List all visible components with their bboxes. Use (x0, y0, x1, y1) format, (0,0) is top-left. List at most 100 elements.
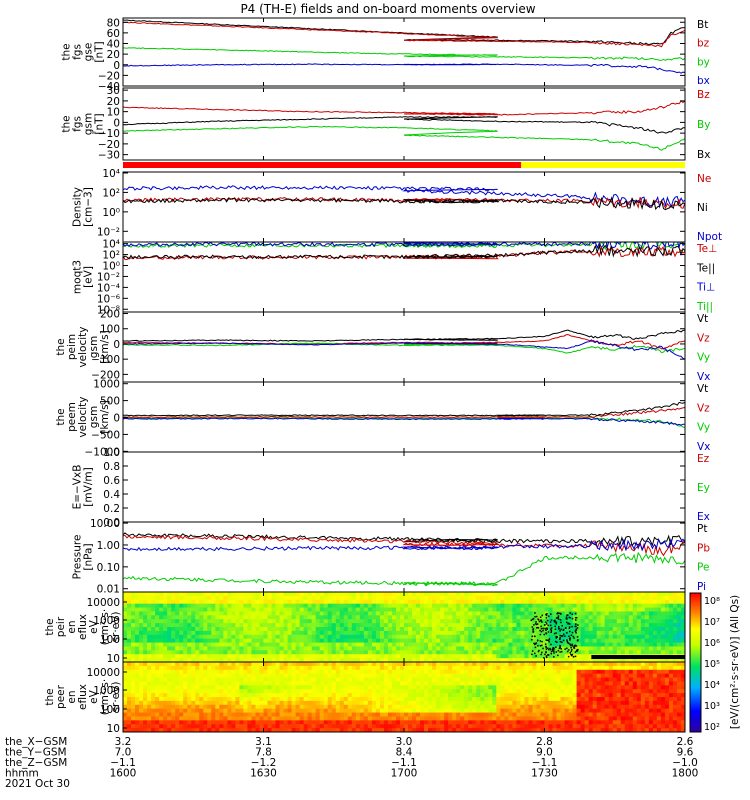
y-tick-label: −100 (91, 354, 120, 366)
spectrogram-cells (123, 662, 686, 733)
y-axis-label: sr·eV) (110, 612, 122, 643)
y-tick-label: 0.2 (103, 503, 120, 515)
legend-entry: by (697, 56, 710, 68)
y-axis-label: [km/s] (99, 330, 111, 364)
series-group (123, 185, 685, 211)
spectrogram-cells (123, 592, 686, 663)
ephemeris-value: 1700 (391, 768, 418, 780)
series-line-bx (123, 63, 685, 74)
series-line-Pe (123, 551, 685, 587)
legend-entry: bz (697, 38, 710, 50)
ephemeris-value: −1.2 (251, 757, 277, 769)
legend-entry: Ez (697, 453, 710, 465)
panel-peer-spec: the peer en eflux eV (cm²·s· sr·eV) 10000 1000 10… (44, 661, 686, 735)
y-tick-label: 0 (113, 339, 120, 351)
y-axis-label: gse (83, 43, 95, 62)
y-tick-label: 40 (107, 39, 120, 51)
y-axis-label: moqt3 (72, 260, 84, 294)
series-line-Ti⊥ (123, 242, 685, 250)
y-axis-label: the (44, 618, 56, 635)
colorbar-tick-label: 10⁸ (704, 596, 720, 607)
y-tick-label: 10⁴ (102, 239, 120, 251)
legend-entry: Vx (697, 371, 710, 383)
ephemeris-value: 7.8 (255, 747, 272, 759)
y-tick-label: 10⁻⁸ (97, 304, 120, 316)
series-line-Vt (123, 401, 685, 417)
y-tick-label: 10000 (87, 597, 120, 609)
series-line-Bz (123, 100, 685, 116)
y-tick-label: 10.00 (90, 518, 120, 530)
y-tick-label: 10⁰ (102, 261, 120, 273)
series-line-Pi (123, 537, 685, 552)
ephemeris-row-label: the_Y−GSM (5, 747, 67, 759)
y-tick-label: 100 (100, 634, 120, 646)
y-tick-label: 1.00 (97, 540, 120, 552)
legend-entry: Te|| (696, 262, 715, 274)
series-group (123, 19, 685, 74)
y-tick-label: 0.6 (103, 475, 120, 487)
series-group (123, 100, 685, 151)
colorbar-tick-label: 10⁶ (704, 638, 720, 649)
mode-bar-red (123, 162, 522, 168)
legend-entry: Vx (697, 441, 710, 453)
y-tick-label: 10 (107, 107, 120, 119)
y-axis-label: peer (55, 684, 67, 709)
series-line-Pb (123, 534, 685, 557)
legend-entry: Ni (697, 202, 708, 214)
legend-entry: Bz (697, 89, 710, 101)
y-axis-label: gsm (83, 113, 95, 135)
legend-entry: Ti|| (696, 301, 713, 313)
y-tick-label: 80 (107, 17, 120, 29)
series-line-Ne (123, 196, 685, 210)
y-axis-label: en (66, 620, 78, 633)
y-tick-label: 10⁻² (97, 226, 120, 238)
colorbar-tick-label: 10⁴ (704, 680, 720, 691)
series-group (123, 532, 685, 587)
ephemeris-value: 1800 (672, 768, 699, 780)
y-tick-label: 10² (102, 250, 120, 262)
ephemeris-value: 1600 (110, 768, 137, 780)
colorbar: 10⁸ 10⁷ 10⁶ 10⁵ 10⁴ 10³ 10² [eV/(cm²·s·sr·eV)] … (689, 592, 741, 733)
series-group (123, 401, 685, 429)
y-axis-label: [mV/m] (83, 467, 95, 506)
series-line-Vx (123, 339, 685, 360)
y-tick-label: −20 (98, 139, 120, 151)
y-axis-label: the (55, 338, 67, 355)
y-axis-label: [nPa] (83, 543, 95, 570)
ephemeris-value: 2.8 (536, 736, 553, 748)
ephemeris-value: −1.1 (532, 757, 558, 769)
y-axis-label: gsm (88, 406, 100, 428)
ephemeris-value: 8.4 (396, 747, 413, 759)
y-axis-label: [nT] (94, 41, 106, 62)
spectrogram-noise (530, 612, 685, 659)
colorbar-tick-label: 10² (704, 722, 720, 733)
y-axis-label: fgs (72, 44, 84, 60)
y-tick-label: 10⁻² (97, 271, 120, 283)
panel-frame (122, 87, 686, 161)
series-line-Npot (123, 185, 685, 209)
y-tick-label: 10² (102, 187, 120, 199)
y-axis-label: the (61, 43, 73, 60)
ephemeris-value: 3.1 (255, 736, 272, 748)
y-tick-label: 0.10 (97, 562, 120, 574)
y-tick-label: −200 (91, 369, 120, 381)
ephemeris-value: 2.6 (677, 736, 694, 748)
y-axis-label: (cm²·s· (99, 609, 111, 645)
panel-density: 10⁴ 10² 10⁰ 10⁻² Ne Ni Npot Density [cm−3] (72, 168, 723, 243)
y-axis-label: [cm−3] (83, 187, 95, 227)
y-tick-label: −1000 (84, 446, 120, 458)
colorbar-label: [eV/(cm²·s·sr·eV)] (All Qs) (729, 595, 741, 729)
y-tick-label: 0 (113, 60, 120, 72)
series-line-by (123, 47, 685, 62)
series-line-Te|| (123, 243, 685, 260)
y-axis-label: velocity (77, 396, 89, 437)
legend-entry: Vy (697, 422, 710, 434)
y-tick-label: 0.01 (97, 584, 120, 596)
panel-pressure: 10.00 1.00 0.10 0.01 Pt Pb Pe Pi Pressure [nPa] (72, 518, 711, 596)
legend-entry: Ey (697, 482, 710, 494)
panel-peir-spec: the peir en eflux eV (cm²·s· sr·eV) 10000 1000 10… (44, 591, 686, 665)
y-tick-label: 20 (107, 96, 120, 108)
series-group (123, 329, 685, 360)
